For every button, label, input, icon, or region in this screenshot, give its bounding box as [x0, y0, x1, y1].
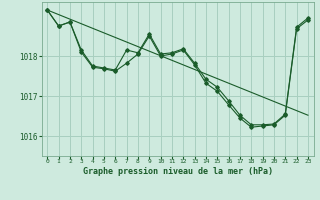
X-axis label: Graphe pression niveau de la mer (hPa): Graphe pression niveau de la mer (hPa) [83, 167, 273, 176]
